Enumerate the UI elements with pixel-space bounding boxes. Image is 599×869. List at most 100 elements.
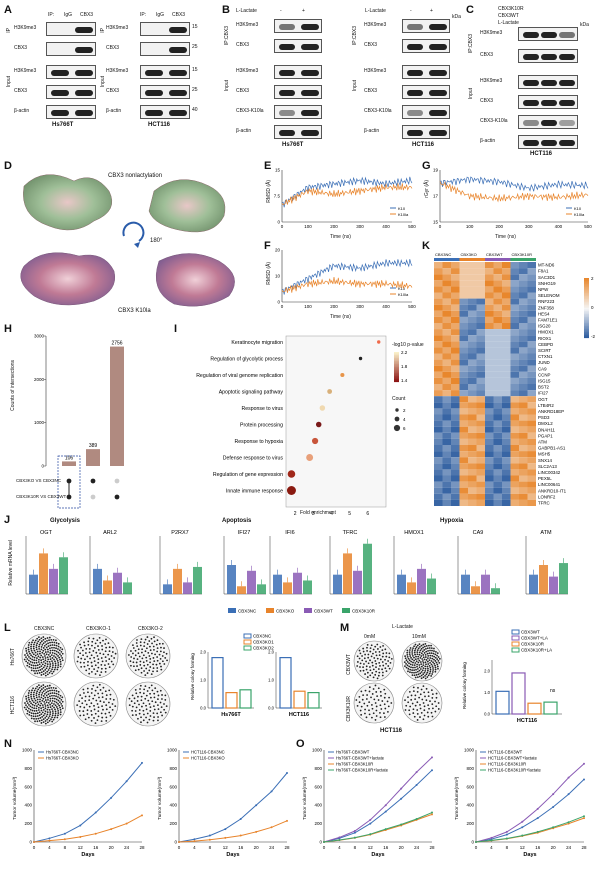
heatmap-cell: [510, 402, 519, 409]
data-point: [583, 817, 585, 820]
heatmap-cell: [493, 469, 502, 476]
colony: [53, 697, 56, 700]
colony: [100, 663, 103, 666]
colony: [422, 676, 425, 679]
legend-label: CBX3K10R: [352, 609, 376, 614]
term-label: Regulation of glycolytic process: [210, 357, 283, 363]
colony: [27, 644, 30, 646]
y-tick-label: 2.0: [484, 668, 490, 673]
colony: [434, 670, 437, 673]
colony: [59, 653, 61, 655]
heatmap-cell: [459, 432, 468, 439]
heatmap-cell: [476, 371, 485, 378]
colony: [408, 665, 411, 668]
colony: [35, 670, 38, 672]
heatmap-cell: [519, 469, 528, 476]
data-point: [384, 828, 387, 831]
colony: [152, 705, 155, 708]
colony: [46, 696, 49, 699]
colony: [93, 717, 95, 719]
dot: [319, 405, 326, 411]
heatmap-cell: [476, 310, 485, 317]
colony: [424, 656, 427, 658]
colony: [130, 700, 133, 703]
heatmap-cell: [519, 396, 528, 403]
colorbar-segment: [394, 358, 399, 360]
colony: [57, 642, 60, 645]
colony: [51, 708, 53, 711]
heatmap-cell: [519, 292, 528, 299]
colony: [105, 694, 108, 697]
heatmap-cell: [493, 463, 502, 470]
colony: [53, 689, 56, 692]
colony: [34, 654, 37, 657]
colony: [131, 705, 134, 708]
colony: [51, 705, 54, 707]
heatmap-cell: [459, 371, 468, 378]
colony: [25, 652, 28, 655]
colony: [414, 676, 417, 679]
x-tick-label: 28: [139, 845, 145, 850]
colony: [99, 652, 102, 655]
heatmap-cell: [451, 463, 460, 470]
colony: [38, 686, 41, 689]
data-point: [178, 841, 180, 843]
colony: [85, 669, 88, 672]
heatmap-cell: [434, 390, 443, 397]
data-point: [505, 833, 508, 836]
colony: [110, 655, 113, 657]
colony: [408, 662, 410, 665]
bar: [491, 588, 500, 594]
heatmap-cell: [502, 432, 511, 439]
colony: [105, 716, 108, 719]
colony: [410, 666, 412, 669]
colony: [30, 697, 33, 700]
x-tick-label: 12: [78, 845, 84, 850]
colony: [367, 662, 370, 665]
colony: [40, 661, 43, 664]
colony: [144, 685, 147, 688]
colorbar-segment: [584, 326, 589, 328]
heatmap-cell: [468, 347, 477, 354]
colony: [51, 660, 53, 663]
colony: [135, 714, 138, 716]
ip-col-cbx3-2: CBX3: [172, 12, 186, 18]
colorbar-segment: [394, 359, 399, 362]
colony: [94, 642, 97, 645]
heatmap-cell: [459, 457, 468, 464]
heatmap-cell: [519, 310, 528, 317]
colony: [88, 651, 91, 654]
heatmap-cell: [502, 377, 511, 384]
colony: [38, 645, 40, 648]
colony: [61, 648, 64, 651]
series-line-K10la: [281, 277, 413, 293]
colony: [51, 644, 54, 646]
colony: [356, 661, 359, 663]
colony: [105, 698, 108, 700]
bar: [163, 584, 172, 594]
colony: [153, 692, 156, 695]
heatmap-cell: [434, 371, 443, 378]
term-label: Regulation of gene expression: [213, 472, 283, 478]
colony: [434, 668, 437, 671]
colony: [44, 722, 47, 725]
colony: [376, 643, 379, 646]
colorbar-segment: [394, 355, 399, 357]
colony: [51, 649, 54, 652]
heatmap-cell: [527, 304, 536, 311]
heatmap-cell: [468, 390, 477, 397]
colony: [136, 658, 139, 660]
colony-dishes-M: [353, 640, 443, 724]
heatmap-cell: [527, 335, 536, 342]
bar: [29, 574, 38, 594]
colony: [359, 652, 362, 655]
colony: [153, 696, 156, 699]
colony: [148, 669, 151, 672]
colony: [52, 718, 55, 721]
colony: [362, 650, 365, 653]
bar: [407, 582, 416, 594]
colony: [374, 719, 377, 721]
colony: [369, 659, 371, 662]
colorbar-segment: [394, 380, 399, 383]
colony: [428, 672, 431, 675]
